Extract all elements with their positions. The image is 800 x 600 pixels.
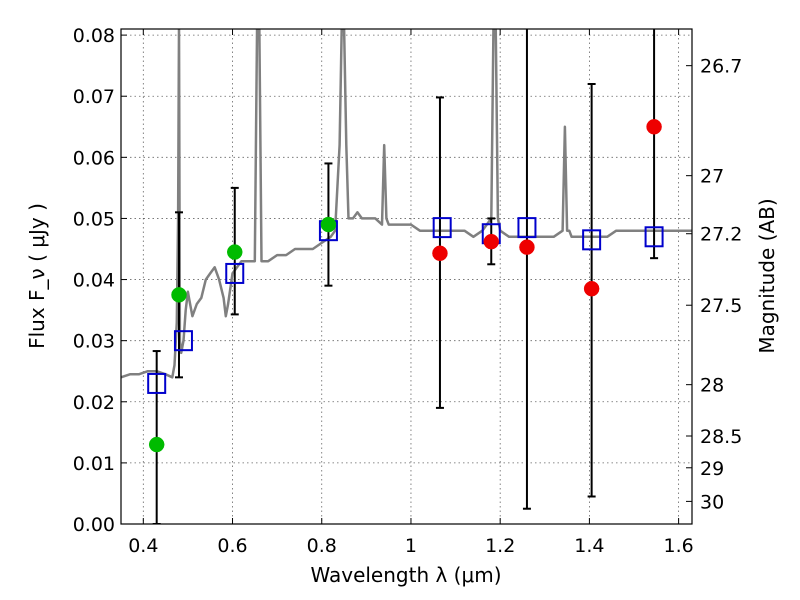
model-square-point — [517, 217, 537, 239]
y-tick-label: 0.04 — [73, 270, 115, 292]
x-tick-label: 0.4 — [128, 535, 158, 557]
red-detections-point — [432, 245, 448, 262]
magnitude-tick-label: 27 — [700, 166, 724, 188]
green-detections-point — [148, 436, 165, 453]
model-square-point — [644, 226, 664, 248]
x-tick-label: 0.6 — [217, 535, 247, 557]
model-square-point — [225, 262, 245, 284]
y-tick-label: 0.07 — [73, 86, 115, 108]
y-tick-label: 0.03 — [73, 331, 115, 353]
x-tick-label: 1.4 — [574, 535, 604, 557]
y-tick-label: 0.05 — [73, 208, 115, 230]
magnitude-tick-label: 28 — [700, 375, 724, 397]
model-square-point — [432, 217, 452, 239]
green-detections-point — [171, 287, 187, 303]
plot-area — [121, 29, 692, 524]
model-square-point — [173, 330, 193, 352]
axes: 0.4 0.6 0.8 1 1.2 1.4 1.6 0.00 0.01 0.02 0.03 0.04 0… — [73, 25, 743, 557]
magnitude-tick-label: 28.5 — [700, 426, 742, 448]
x-axis-label: Wavelength λ (μm) — [310, 563, 501, 587]
y-tick-label: 0.01 — [73, 453, 115, 475]
y-tick-label: 0.00 — [73, 514, 115, 536]
magnitude-tick-label: 27.2 — [700, 224, 742, 246]
green-detections-point — [320, 216, 337, 233]
model-square-point — [147, 372, 167, 394]
model-spectrum-line — [121, 29, 692, 379]
red-detections-point — [519, 239, 535, 255]
magnitude-tick-label: 27.5 — [700, 295, 742, 317]
magnitude-tick-label: 30 — [700, 491, 724, 513]
red-detections-point — [583, 280, 600, 297]
y-axis-label: Flux F_ν ( μJy ) — [25, 203, 49, 349]
x-tick-label: 1.6 — [664, 535, 694, 557]
x-tick-label: 1.2 — [485, 535, 515, 557]
x-tick-label: 0.8 — [307, 535, 337, 557]
green-detections-point — [227, 244, 243, 260]
y-tick-label: 0.06 — [73, 147, 115, 169]
y-tick-label: 0.08 — [73, 25, 115, 47]
y-tick-label: 0.02 — [73, 392, 115, 414]
model-square-point — [582, 229, 602, 251]
magnitude-tick-label: 29 — [700, 458, 724, 480]
plot-frame — [120, 28, 693, 525]
x-tick-label: 1 — [405, 535, 417, 557]
y-axis-right-label: Magnitude (AB) — [755, 198, 779, 353]
magnitude-tick-label: 26.7 — [700, 56, 742, 78]
red-detections-point — [483, 233, 500, 250]
red-detections-point — [646, 119, 662, 135]
